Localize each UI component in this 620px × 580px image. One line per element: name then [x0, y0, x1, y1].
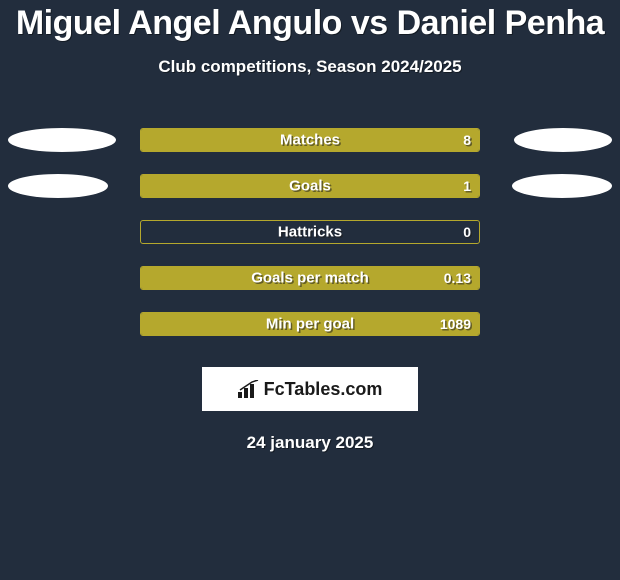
stat-label: Goals	[289, 178, 331, 195]
stat-label: Min per goal	[266, 316, 354, 333]
fctables-logo: FcTables.com	[202, 367, 418, 411]
stat-label: Goals per match	[251, 270, 369, 287]
stat-row: Hattricks 0	[0, 209, 620, 255]
stat-label: Matches	[280, 132, 340, 149]
right-player-marker	[512, 174, 612, 198]
stat-row: Matches 8	[0, 117, 620, 163]
right-player-marker	[514, 128, 612, 152]
stat-bar: Min per goal 1089	[140, 312, 480, 336]
stat-label: Hattricks	[278, 224, 342, 241]
date-label: 24 january 2025	[0, 433, 620, 453]
stat-value: 8	[463, 132, 471, 148]
comparison-chart: Matches 8 Goals 1 Hattricks 0 Goals per match 0…	[0, 117, 620, 347]
bar-chart-icon	[238, 380, 260, 398]
stat-bar: Matches 8	[140, 128, 480, 152]
left-player-marker	[8, 174, 108, 198]
stat-row: Goals per match 0.13	[0, 255, 620, 301]
page-title: Miguel Angel Angulo vs Daniel Penha	[0, 0, 620, 43]
stat-bar: Goals 1	[140, 174, 480, 198]
stat-bar: Goals per match 0.13	[140, 266, 480, 290]
logo-text: FcTables.com	[264, 379, 383, 400]
stat-bar: Hattricks 0	[140, 220, 480, 244]
stat-value: 1089	[440, 316, 471, 332]
stat-row: Min per goal 1089	[0, 301, 620, 347]
stat-value: 0	[463, 224, 471, 240]
subtitle: Club competitions, Season 2024/2025	[0, 57, 620, 77]
stat-value: 1	[463, 178, 471, 194]
stat-value: 0.13	[444, 270, 471, 286]
stat-row: Goals 1	[0, 163, 620, 209]
left-player-marker	[8, 128, 116, 152]
